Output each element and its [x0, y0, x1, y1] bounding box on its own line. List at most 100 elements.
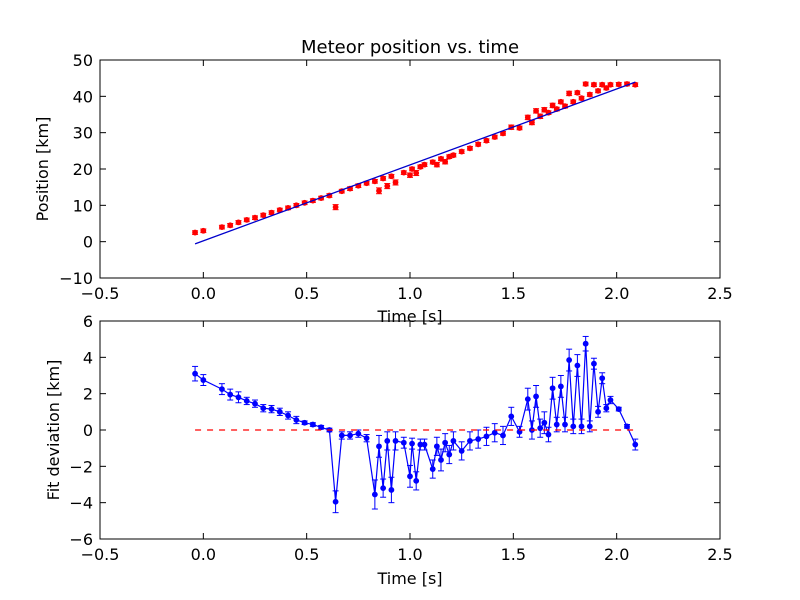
top-data-point [227, 222, 234, 229]
bottom-data-point [318, 424, 325, 431]
bottom-panel: −0.5 0.0 0.5 1.0 1.5 2.0 2.5 −6 −4 −2 0 2 4 6 Time [… [44, 312, 733, 588]
bottom-data-point [615, 406, 622, 413]
bottom-y-axis-label: Fit deviation [km] [44, 360, 63, 501]
bottom-data-point [429, 466, 436, 472]
top-data-point [371, 178, 378, 185]
bottom-data-point [400, 439, 407, 446]
top-data-point [376, 187, 382, 194]
bottom-data-point [586, 423, 593, 430]
bottom-data-point [413, 477, 420, 484]
top-data-point [450, 152, 457, 159]
bottom-x-tick-label: 2.5 [707, 545, 732, 564]
bottom-y-tick-label: −2 [69, 457, 93, 476]
bottom-data-point [392, 438, 399, 444]
top-data-point [442, 158, 449, 165]
top-data-point [200, 227, 207, 234]
top-data-point [578, 95, 585, 102]
bottom-data-point [570, 423, 577, 430]
bottom-data-point [371, 491, 378, 498]
bottom-plot-marks [192, 335, 639, 514]
bottom-data-point [433, 443, 440, 450]
bottom-data-point [578, 423, 585, 430]
bottom-data-point [566, 357, 573, 363]
top-data-point [549, 102, 556, 109]
top-y-tick-label: 0 [83, 233, 93, 252]
bottom-data-point [438, 457, 444, 463]
bottom-data-point [549, 385, 556, 392]
bottom-y-tick-label: 2 [83, 385, 93, 404]
top-x-tick-label: 1.0 [397, 284, 422, 303]
top-data-point [591, 81, 597, 88]
top-panel: Meteor position vs. time −0.5 0.0 0.5 1.0 1.… [33, 37, 733, 326]
bottom-x-tick-label: 2.0 [604, 545, 629, 564]
bottom-data-point [553, 421, 560, 428]
bottom-x-axis-label: Time [s] [376, 569, 442, 588]
bottom-data-point [467, 438, 473, 444]
top-data-point [557, 98, 564, 105]
top-x-ticks: −0.5 0.0 0.5 1.0 1.5 2.0 2.5 [81, 60, 733, 303]
top-x-tick-label: −0.5 [81, 284, 120, 303]
bottom-data-point [243, 398, 250, 404]
top-data-point [467, 145, 473, 152]
top-data-point [235, 219, 242, 226]
top-data-point [595, 87, 601, 94]
bottom-y-tick-label: 6 [83, 312, 93, 331]
top-data-point [607, 81, 614, 88]
top-y-tick-label: 10 [73, 196, 93, 215]
bottom-data-point [541, 419, 548, 426]
bottom-data-point [380, 485, 387, 492]
bottom-data-point [603, 405, 610, 412]
bottom-data-point [338, 432, 345, 439]
bottom-data-point [599, 375, 606, 382]
bottom-data-point [595, 408, 601, 415]
top-x-tick-label: 2.0 [604, 284, 629, 303]
bottom-data-point [557, 383, 564, 390]
bottom-data-point [309, 421, 316, 428]
top-data-point [332, 204, 339, 211]
bottom-data-point [363, 435, 370, 442]
top-data-point [243, 216, 250, 223]
top-data-point [388, 173, 395, 180]
bottom-data-point [442, 439, 449, 446]
bottom-data-point [458, 447, 465, 454]
top-data-point [491, 134, 498, 140]
bottom-data-point [574, 362, 581, 369]
bottom-x-tick-label: −0.5 [81, 545, 120, 564]
bottom-y-tick-label: −6 [69, 530, 93, 549]
top-y-tick-label: 30 [73, 124, 93, 143]
top-data-point [260, 212, 267, 219]
bottom-data-point [268, 406, 275, 413]
top-data-point [421, 161, 428, 168]
top-data-point [574, 89, 581, 96]
top-data-point [570, 98, 577, 105]
top-x-tick-label: 0.5 [294, 284, 319, 303]
top-y-tick-label: 40 [73, 87, 93, 106]
top-data-point [400, 169, 407, 176]
top-data-point [615, 81, 622, 88]
top-y-ticks: −10 0 10 20 30 40 50 [59, 51, 720, 288]
top-fit-line [194, 81, 636, 245]
top-y-tick-label: 50 [73, 51, 93, 70]
bottom-data-point [285, 412, 291, 419]
bottom-data-point [219, 386, 225, 393]
bottom-data-point [421, 441, 428, 448]
bottom-axes-frame [99, 320, 721, 540]
top-data-point [192, 229, 198, 236]
top-data-point [413, 170, 420, 176]
bottom-data-point [332, 498, 339, 505]
top-plot-marks [192, 81, 639, 245]
bottom-y-tick-label: 0 [83, 421, 93, 440]
top-data-point [483, 137, 490, 144]
bottom-data-point [483, 433, 490, 440]
top-data-point [524, 114, 531, 121]
bottom-data-point [607, 397, 614, 403]
bottom-data-point [508, 413, 515, 420]
bottom-data-point [347, 432, 353, 439]
top-data-point [566, 90, 573, 97]
top-data-point [252, 214, 258, 221]
bottom-x-tick-label: 1.0 [397, 545, 422, 564]
bottom-data-point [491, 429, 498, 436]
top-y-tick-label: 20 [73, 160, 93, 179]
top-x-tick-label: 2.5 [707, 284, 732, 303]
